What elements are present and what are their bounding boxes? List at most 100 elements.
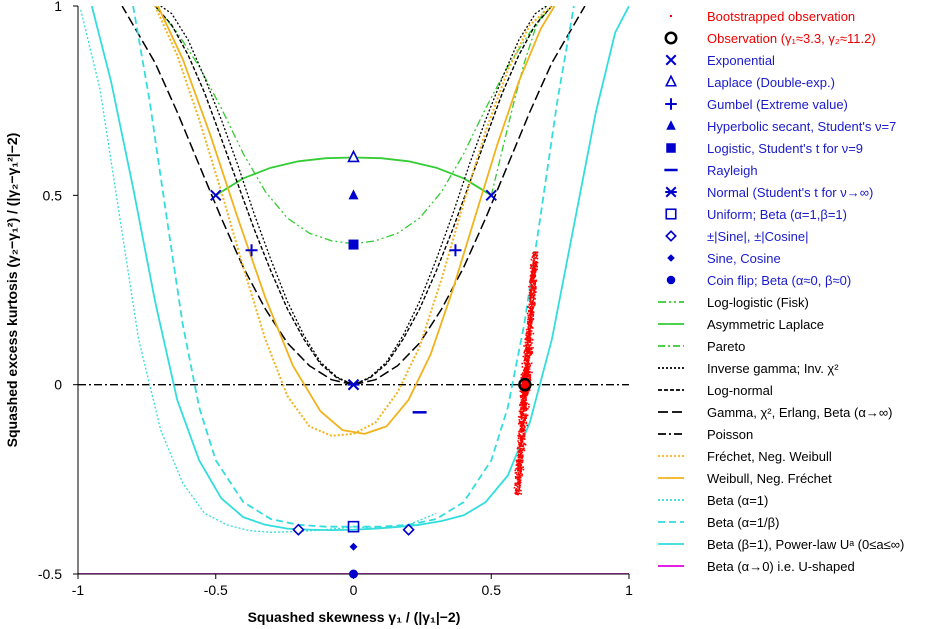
bootstrap-point [519, 484, 521, 487]
bootstrap-point [525, 356, 527, 358]
bootstrap-point [528, 332, 531, 334]
bootstrap-point [518, 451, 521, 453]
bootstrap-point [529, 327, 531, 330]
bootstrap-point [526, 351, 528, 353]
x-tick-label: -1 [72, 582, 85, 598]
bootstrap-point [519, 438, 522, 441]
bootstrap-point [523, 375, 525, 377]
bootstrap-point [527, 336, 529, 338]
bootstrap-point [519, 390, 522, 392]
bootstrap-point [528, 365, 531, 368]
bootstrap-point [522, 407, 524, 410]
legend-swatch [664, 31, 678, 45]
bootstrap-point [525, 404, 527, 406]
bootstrap-point [524, 372, 527, 375]
bootstrap-point [524, 390, 527, 393]
bootstrap-point [519, 469, 522, 472]
bootstrap-point [520, 403, 523, 406]
bootstrap-point [536, 265, 538, 268]
bootstrap-point [533, 267, 535, 269]
bootstrap-point [522, 468, 525, 471]
bootstrap-point [527, 324, 530, 327]
bootstrap-point [529, 279, 532, 281]
bootstrap-point [526, 372, 528, 374]
bootstrap-point [529, 348, 531, 351]
bootstrap-point [532, 252, 534, 254]
bootstrap-point [520, 452, 522, 455]
bootstrap-point [525, 337, 527, 340]
bootstrap-point [525, 381, 527, 384]
bootstrap-point [527, 408, 529, 410]
bootstrap-point [529, 313, 531, 316]
legend-item: Observation (γ₁≈3.3, γ₂≈11.2) [664, 31, 876, 46]
bootstrap-point [519, 466, 521, 469]
bootstrap-point [535, 263, 538, 266]
bootstrap-point [523, 435, 526, 438]
bootstrap-point [516, 489, 518, 491]
bootstrap-point [522, 459, 524, 462]
bootstrap-point [533, 254, 535, 257]
bootstrap-point [532, 282, 535, 285]
bootstrap-point [531, 274, 534, 276]
bootstrap-point [522, 393, 524, 396]
bootstrap-point [532, 314, 535, 316]
legend-swatch [665, 98, 677, 110]
legend-swatch [666, 120, 676, 130]
legend-label: Uniform; Beta (α=1,β=1) [707, 207, 847, 222]
legend-label: Gamma, χ², Erlang, Beta (α→∞) [707, 405, 892, 420]
bootstrap-point [534, 275, 536, 278]
bootstrap-point [524, 415, 526, 418]
bootstrap-point [524, 383, 527, 385]
bootstrap-point [528, 363, 531, 365]
bootstrap-point [530, 344, 532, 346]
bootstrap-point [520, 399, 523, 401]
bootstrap-point [520, 401, 522, 404]
bootstrap-point [522, 385, 525, 388]
bootstrap-point [518, 453, 520, 455]
bootstrap-point [527, 381, 529, 383]
bootstrap-point [520, 407, 522, 410]
bootstrap-point [520, 459, 523, 462]
x-tick-label: 0.5 [482, 582, 502, 598]
bootstrap-point [524, 364, 527, 367]
bootstrap-point [518, 433, 521, 436]
bootstrap-point [519, 463, 522, 466]
bootstrap-point [525, 408, 528, 410]
bootstrap-point [532, 306, 535, 308]
bootstrap-point [524, 380, 526, 383]
marker-square [348, 239, 359, 250]
bootstrap-point [531, 284, 533, 286]
bootstrap-point [529, 376, 532, 379]
bootstrap-point [533, 276, 535, 279]
bootstrap-point [518, 479, 521, 482]
bootstrap-point [521, 385, 523, 388]
bootstrap-point [532, 281, 534, 283]
bootstrap-point [533, 290, 536, 292]
bootstrap-point [524, 414, 527, 417]
bootstrap-point [530, 314, 533, 316]
bootstrap-point [531, 280, 533, 282]
bootstrap-point [528, 368, 531, 370]
bootstrap-point [517, 477, 520, 480]
bootstrap-point [522, 438, 525, 440]
bootstrap-point [532, 280, 534, 282]
bootstrap-point [529, 377, 531, 380]
legend-item: Beta (α→0) i.e. U-shaped [658, 559, 855, 574]
bootstrap-point [519, 460, 521, 463]
bootstrap-point [528, 350, 530, 353]
bootstrap-point [524, 356, 526, 359]
bootstrap-point [529, 298, 532, 301]
bootstrap-point [517, 460, 519, 462]
bootstrap-point [523, 391, 525, 393]
marker-x [210, 189, 222, 202]
marker-triangle [348, 189, 359, 200]
bootstrap-point [531, 301, 534, 304]
bootstrap-point [517, 480, 520, 483]
bootstrap-point [536, 261, 539, 264]
bootstrap-point [528, 310, 531, 312]
legend-item: Bootstrapped observation [670, 9, 855, 24]
bootstrap-point [522, 392, 524, 395]
bootstrap-point [521, 473, 524, 476]
bootstrap-point [535, 251, 537, 253]
bootstrap-point [514, 472, 517, 474]
